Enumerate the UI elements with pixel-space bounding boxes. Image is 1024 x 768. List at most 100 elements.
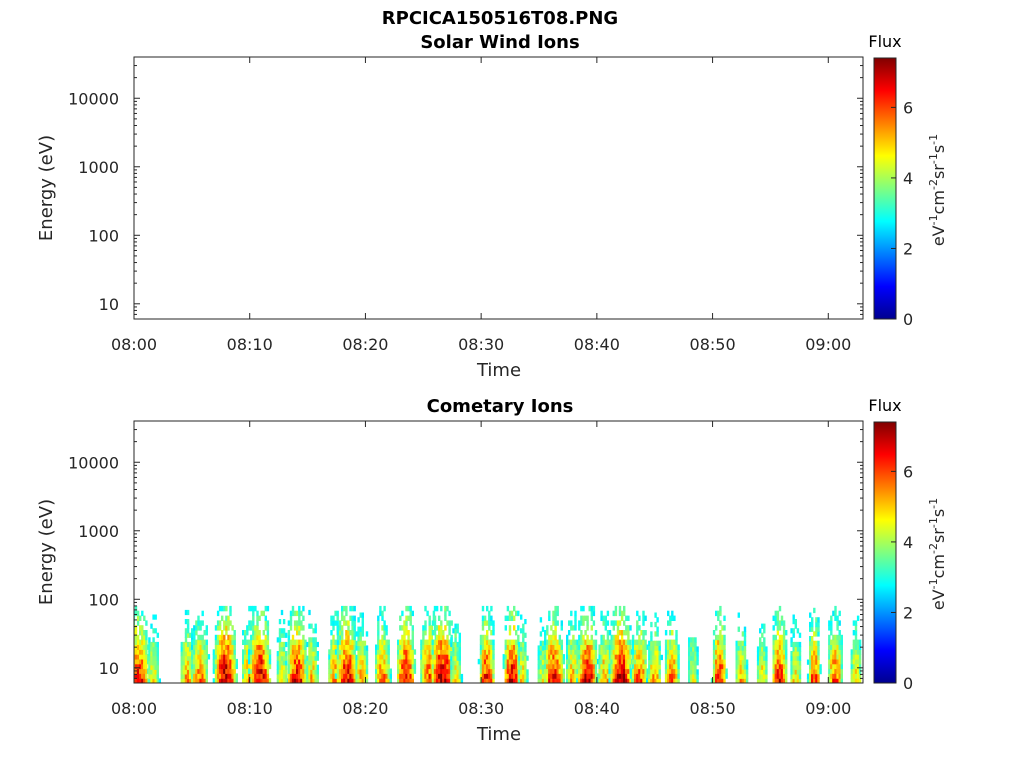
flux-cell <box>143 678 146 683</box>
flux-cell <box>308 655 311 661</box>
flux-cell <box>715 668 718 674</box>
flux-cell <box>218 668 222 674</box>
flux-cell <box>556 658 559 665</box>
flux-cell <box>677 654 680 660</box>
flux-cell <box>248 649 251 655</box>
flux-cell <box>355 640 358 646</box>
flux-cell <box>488 620 491 626</box>
flux-cell <box>428 630 431 636</box>
flux-cell <box>216 610 220 617</box>
flux-cell <box>631 668 635 674</box>
flux-cell <box>830 649 833 655</box>
flux-cell <box>148 673 151 680</box>
flux-cell <box>586 634 589 641</box>
flux-cell <box>212 649 216 655</box>
flux-cell <box>278 678 282 683</box>
flux-cell <box>389 668 392 674</box>
flux-cell <box>246 668 249 674</box>
flux-cell <box>648 640 651 646</box>
flux-cell <box>363 678 367 683</box>
flux-cell <box>710 678 714 683</box>
flux-cell <box>306 664 309 670</box>
flux-cell <box>422 639 425 645</box>
flux-cell <box>148 678 151 683</box>
flux-cell <box>426 639 429 645</box>
flux-cell <box>379 678 382 683</box>
flux-cell <box>671 673 674 679</box>
flux-cell <box>612 620 615 626</box>
flux-cell <box>669 654 672 660</box>
flux-cell <box>438 630 441 636</box>
flux-cell <box>227 620 230 626</box>
flux-cell <box>715 678 718 683</box>
flux-cell <box>218 639 222 645</box>
flux-cell <box>403 658 406 665</box>
flux-cell <box>341 639 344 645</box>
flux-cell <box>562 673 566 679</box>
flux-cell <box>440 668 443 674</box>
flux-cell <box>345 610 348 617</box>
flux-cell <box>424 630 427 636</box>
flux-cell <box>809 668 812 675</box>
flux-cell <box>440 678 443 683</box>
flux-cell <box>256 673 259 679</box>
flux-cell <box>355 664 358 670</box>
flux-cell <box>688 646 691 652</box>
flux-cell <box>193 634 196 641</box>
flux-cell <box>646 678 649 683</box>
flux-cell <box>506 678 510 683</box>
flux-cell <box>285 632 288 638</box>
flux-cell <box>446 658 449 665</box>
flux-cell <box>409 610 412 617</box>
flux-cell <box>506 644 510 650</box>
flux-cell <box>403 644 406 650</box>
flux-cell <box>282 646 286 652</box>
flux-cell <box>203 639 206 645</box>
flux-cell <box>590 678 593 683</box>
flux-cell <box>790 673 793 680</box>
flux-cell <box>817 668 820 675</box>
flux-cell <box>334 658 337 665</box>
flux-cell <box>422 658 425 665</box>
flux-cell <box>794 664 797 670</box>
flux-cell <box>242 668 245 674</box>
flux-cell <box>379 673 382 679</box>
flux-cell <box>515 649 518 655</box>
flux-cell <box>298 605 301 612</box>
flux-cell <box>546 668 549 674</box>
flux-cell <box>721 649 724 655</box>
flux-cell <box>134 605 138 612</box>
flux-cell <box>580 658 583 665</box>
flux-cell <box>285 669 288 675</box>
flux-cell <box>302 658 305 665</box>
flux-cell <box>819 668 822 675</box>
flux-cell <box>182 678 186 683</box>
flux-cell <box>852 668 856 674</box>
flux-cell <box>252 673 255 679</box>
flux-cell <box>811 673 814 679</box>
flux-cell <box>796 669 800 675</box>
flux-cell <box>296 678 299 683</box>
flux-cell <box>774 663 777 670</box>
flux-cell <box>302 615 305 621</box>
flux-cell <box>223 625 226 631</box>
flux-cell <box>490 654 493 660</box>
flux-cell <box>717 678 720 683</box>
flux-cell <box>446 620 449 626</box>
flux-cell <box>264 649 267 655</box>
flux-cell <box>353 615 356 621</box>
flux-cell <box>600 649 603 655</box>
flux-cell <box>741 668 745 675</box>
flux-cell <box>375 654 378 660</box>
flux-cell <box>667 678 670 683</box>
flux-cell <box>715 663 718 670</box>
flux-cell <box>268 649 272 655</box>
flux-cell <box>515 644 518 650</box>
flux-cell <box>444 644 447 650</box>
flux-cell <box>772 658 775 665</box>
flux-cell <box>782 649 786 655</box>
flux-cell <box>785 644 788 650</box>
flux-cell <box>652 645 655 651</box>
colorbar-gradient <box>873 57 897 320</box>
